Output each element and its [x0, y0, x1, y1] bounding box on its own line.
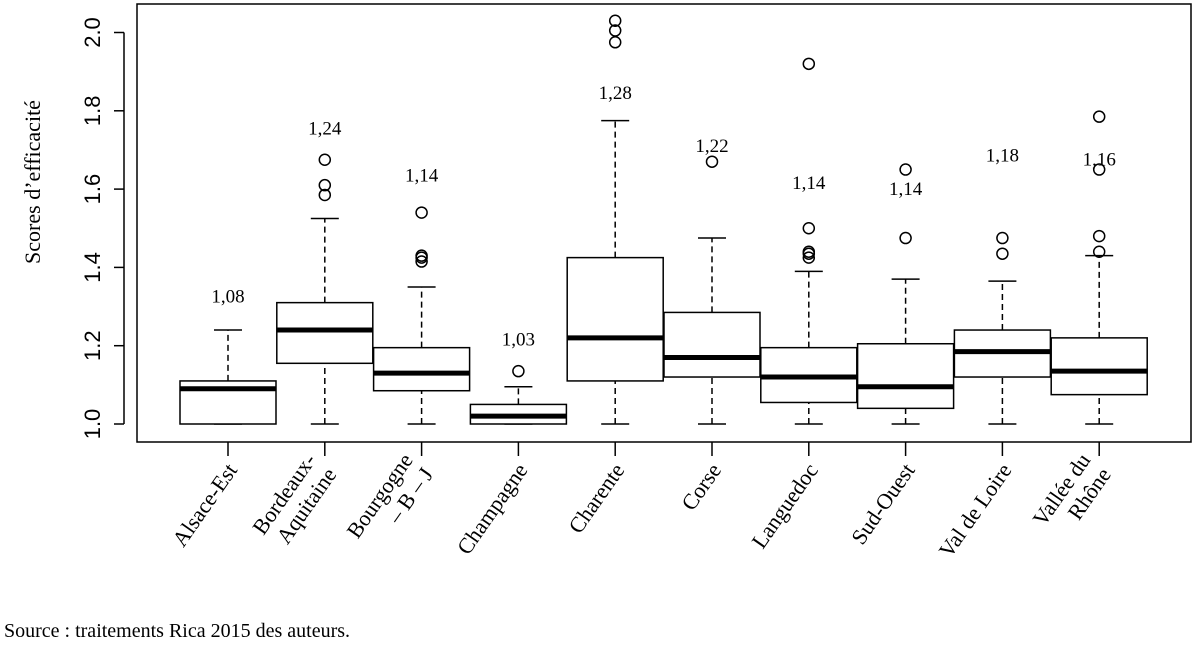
y-tick-label: 1.2 — [80, 330, 105, 361]
box-8: 1,18 — [953, 146, 1052, 425]
x-tick-label: Sud-Ouest — [846, 459, 920, 549]
outlier-point — [802, 251, 816, 264]
iqr-box — [372, 346, 471, 392]
box-7: 1,14 — [856, 163, 955, 425]
boxes-group: 1,08 1,24 1,14 1,03 1,28 1,22 1,14 1,14 1,18 1,16 — [179, 14, 1148, 425]
outlier-point — [1092, 110, 1106, 123]
iqr-box — [276, 301, 374, 365]
outlier-point — [899, 163, 912, 176]
iqr-box — [1050, 337, 1148, 396]
x-tick-label: Alsace-Est — [167, 459, 242, 551]
mean-label: 1,16 — [1083, 150, 1116, 171]
mean-label: 1,18 — [986, 146, 1019, 167]
outlier-point — [318, 153, 332, 166]
mean-label: 1,22 — [695, 136, 728, 157]
outlier-point — [318, 178, 332, 192]
x-tick-label: Champagne — [452, 459, 533, 559]
x-tick-label: Corse — [676, 459, 726, 515]
y-tick-label: 1.6 — [80, 174, 105, 205]
x-tick-label-line: Val de Loire — [934, 459, 1017, 562]
y-tick-label: 1.0 — [80, 409, 105, 440]
y-tick-label: 1.8 — [80, 96, 105, 127]
x-tick-label: Vallée duRhône — [1028, 449, 1116, 545]
x-tick-label-line: Corse — [676, 459, 726, 515]
outlier-point — [996, 247, 1009, 260]
y-axis-title: Scores d’efficacité — [20, 100, 45, 264]
outlier-point — [415, 255, 428, 268]
x-tick-label: Bordeaux-Aquitaine — [247, 449, 341, 554]
outlier-point — [608, 14, 622, 28]
outlier-point — [996, 231, 1009, 245]
iqr-box — [856, 342, 955, 410]
outlier-point — [899, 231, 912, 245]
box-0: 1,08 — [179, 287, 277, 425]
source-note: Source : traitements Rica 2015 des auteu… — [4, 620, 351, 642]
mean-label: 1,14 — [889, 179, 923, 200]
mean-label: 1,28 — [599, 83, 632, 104]
mean-label: 1,08 — [211, 287, 244, 308]
box-2: 1,14 — [372, 165, 471, 425]
mean-label: 1,14 — [405, 165, 439, 186]
x-tick-label-line: Alsace-Est — [167, 459, 242, 551]
iqr-box — [663, 311, 761, 378]
x-tick-label-line: Languedoc — [746, 458, 823, 553]
box-9: 1,16 — [1050, 110, 1148, 425]
x-tick-label-line: Sud-Ouest — [846, 459, 920, 549]
mean-label: 1,24 — [308, 118, 342, 139]
x-tick-label: Bourgogne– B – J — [341, 448, 438, 557]
mean-label: 1,03 — [502, 330, 535, 351]
outlier-point — [608, 36, 622, 49]
x-tick-label: Charente — [563, 459, 629, 538]
outlier-point — [802, 57, 816, 71]
box-3: 1,03 — [469, 330, 568, 425]
outlier-point — [415, 206, 428, 219]
outlier-point — [705, 155, 719, 168]
outlier-point — [1092, 245, 1106, 258]
box-1: 1,24 — [276, 118, 374, 425]
y-axis: 1.0 1.2 1.4 1.6 1.8 2.0 — [80, 17, 125, 440]
x-axis-labels: Alsace-Est Bordeaux-Aquitaine Bourgogne– B… — [167, 442, 1116, 562]
outlier-point — [415, 249, 428, 262]
outlier-point — [512, 364, 525, 378]
x-tick-label: Val de Loire — [934, 459, 1017, 562]
outlier-point — [802, 245, 816, 258]
mean-label: 1,14 — [792, 173, 826, 194]
x-tick-label: Languedoc — [746, 458, 823, 553]
box-5: 1,22 — [663, 136, 761, 425]
outlier-point — [1092, 163, 1106, 176]
x-tick-label-line: Champagne — [452, 459, 533, 559]
box-4: 1,28 — [566, 14, 664, 425]
y-tick-label: 1.4 — [80, 252, 105, 283]
y-tick-label: 2.0 — [80, 17, 105, 48]
iqr-box — [566, 256, 664, 382]
outlier-point — [802, 222, 816, 235]
box-6: 1,14 — [760, 57, 858, 425]
outlier-point — [608, 24, 622, 37]
plot-frame — [136, 3, 1192, 443]
outlier-point — [1092, 229, 1106, 243]
x-tick-label-line: Charente — [563, 459, 629, 538]
outlier-point — [318, 188, 332, 202]
